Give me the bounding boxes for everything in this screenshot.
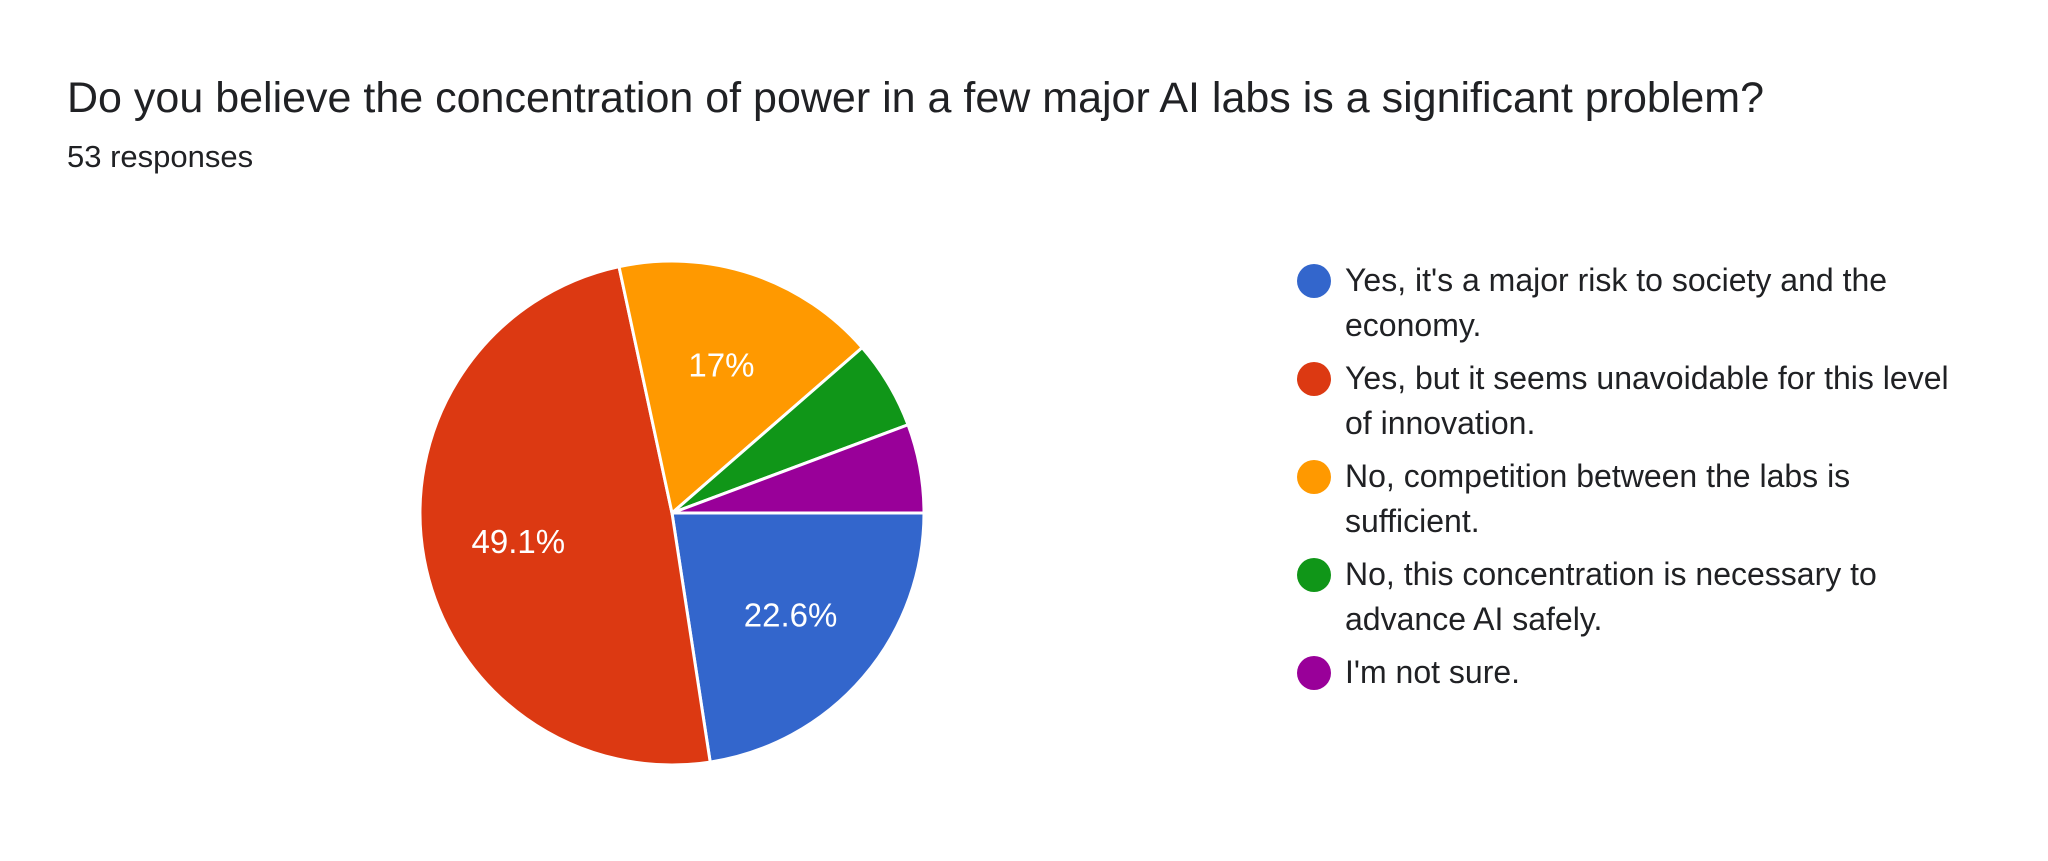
slice-label-3: 17% bbox=[688, 346, 754, 383]
pie-slice-3[interactable] bbox=[617, 259, 865, 516]
legend-label: I'm not sure. bbox=[1345, 654, 1521, 690]
slice-label-1: 22.6% bbox=[744, 596, 838, 633]
legend-swatch-icon bbox=[1297, 656, 1331, 690]
legend-item[interactable]: No, this concentration is necessary to a… bbox=[1297, 552, 1977, 642]
legend-label: No, competition between the labs is suff… bbox=[1345, 458, 1851, 539]
legend-swatch-icon bbox=[1297, 460, 1331, 494]
legend-item[interactable]: No, competition between the labs is suff… bbox=[1297, 454, 1977, 544]
legend-label: Yes, but it seems unavoidable for this l… bbox=[1345, 360, 1949, 441]
slice-label-2: 49.1% bbox=[472, 523, 566, 560]
legend-item[interactable]: Yes, it's a major risk to society and th… bbox=[1297, 258, 1977, 348]
pie-slice-1[interactable] bbox=[670, 511, 926, 764]
legend-swatch-icon bbox=[1297, 362, 1331, 396]
legend-swatch-icon bbox=[1297, 264, 1331, 298]
pie-slice-2[interactable] bbox=[418, 264, 712, 767]
chart-legend: Yes, it's a major risk to society and th… bbox=[1297, 258, 1977, 703]
question-title: Do you believe the concentration of powe… bbox=[67, 74, 1765, 122]
legend-swatch-icon bbox=[1297, 558, 1331, 592]
legend-label: Yes, it's a major risk to society and th… bbox=[1345, 262, 1888, 343]
response-count: 53 responses bbox=[67, 139, 254, 174]
pie-slice-5[interactable] bbox=[671, 422, 926, 515]
legend-label: No, this concentration is necessary to a… bbox=[1345, 556, 1877, 637]
legend-item[interactable]: Yes, but it seems unavoidable for this l… bbox=[1297, 356, 1977, 446]
legend-item[interactable]: I'm not sure. bbox=[1297, 650, 1977, 695]
